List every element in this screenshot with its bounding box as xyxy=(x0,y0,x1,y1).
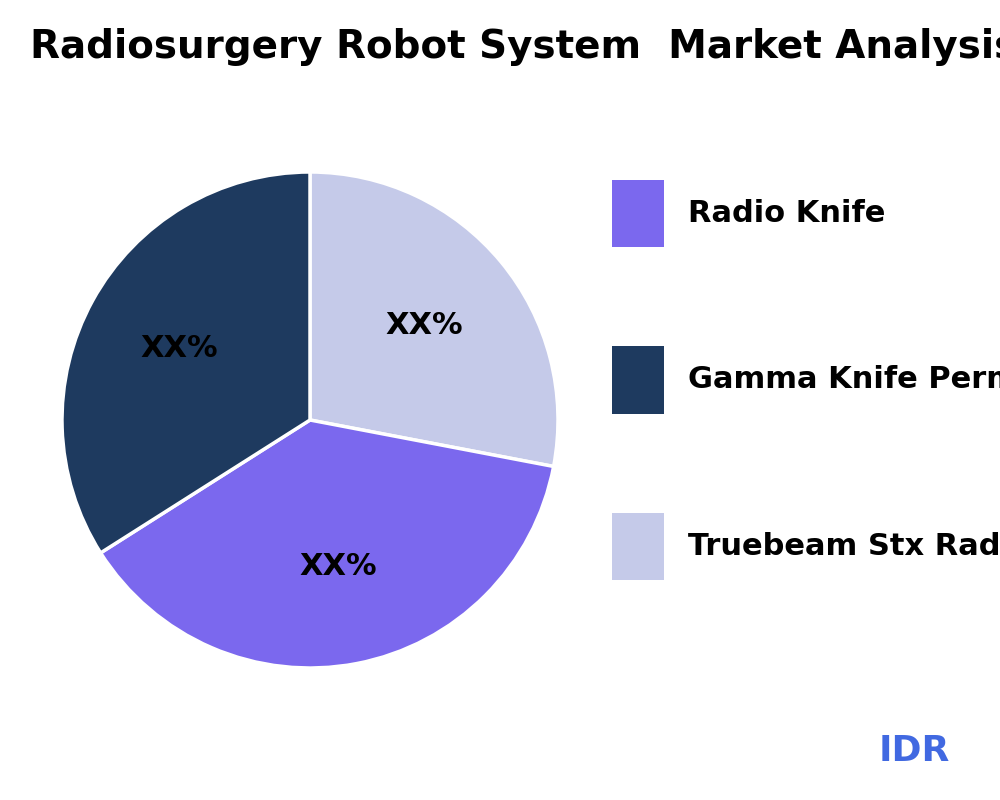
Text: Truebeam Stx Radia: Truebeam Stx Radia xyxy=(688,532,1000,561)
FancyBboxPatch shape xyxy=(612,346,664,414)
Wedge shape xyxy=(310,172,558,466)
Text: Radiosurgery Robot System  Market Analysis By Ty: Radiosurgery Robot System Market Analysi… xyxy=(30,28,1000,66)
Text: Radio Knife: Radio Knife xyxy=(688,199,885,228)
Text: XX%: XX% xyxy=(299,552,377,581)
Text: XX%: XX% xyxy=(141,334,218,363)
Text: XX%: XX% xyxy=(386,310,463,340)
Text: Gamma Knife Perm: Gamma Knife Perm xyxy=(688,366,1000,394)
FancyBboxPatch shape xyxy=(612,180,664,247)
FancyBboxPatch shape xyxy=(612,513,664,580)
Wedge shape xyxy=(101,420,554,668)
Wedge shape xyxy=(62,172,310,553)
Text: IDR: IDR xyxy=(879,734,950,768)
